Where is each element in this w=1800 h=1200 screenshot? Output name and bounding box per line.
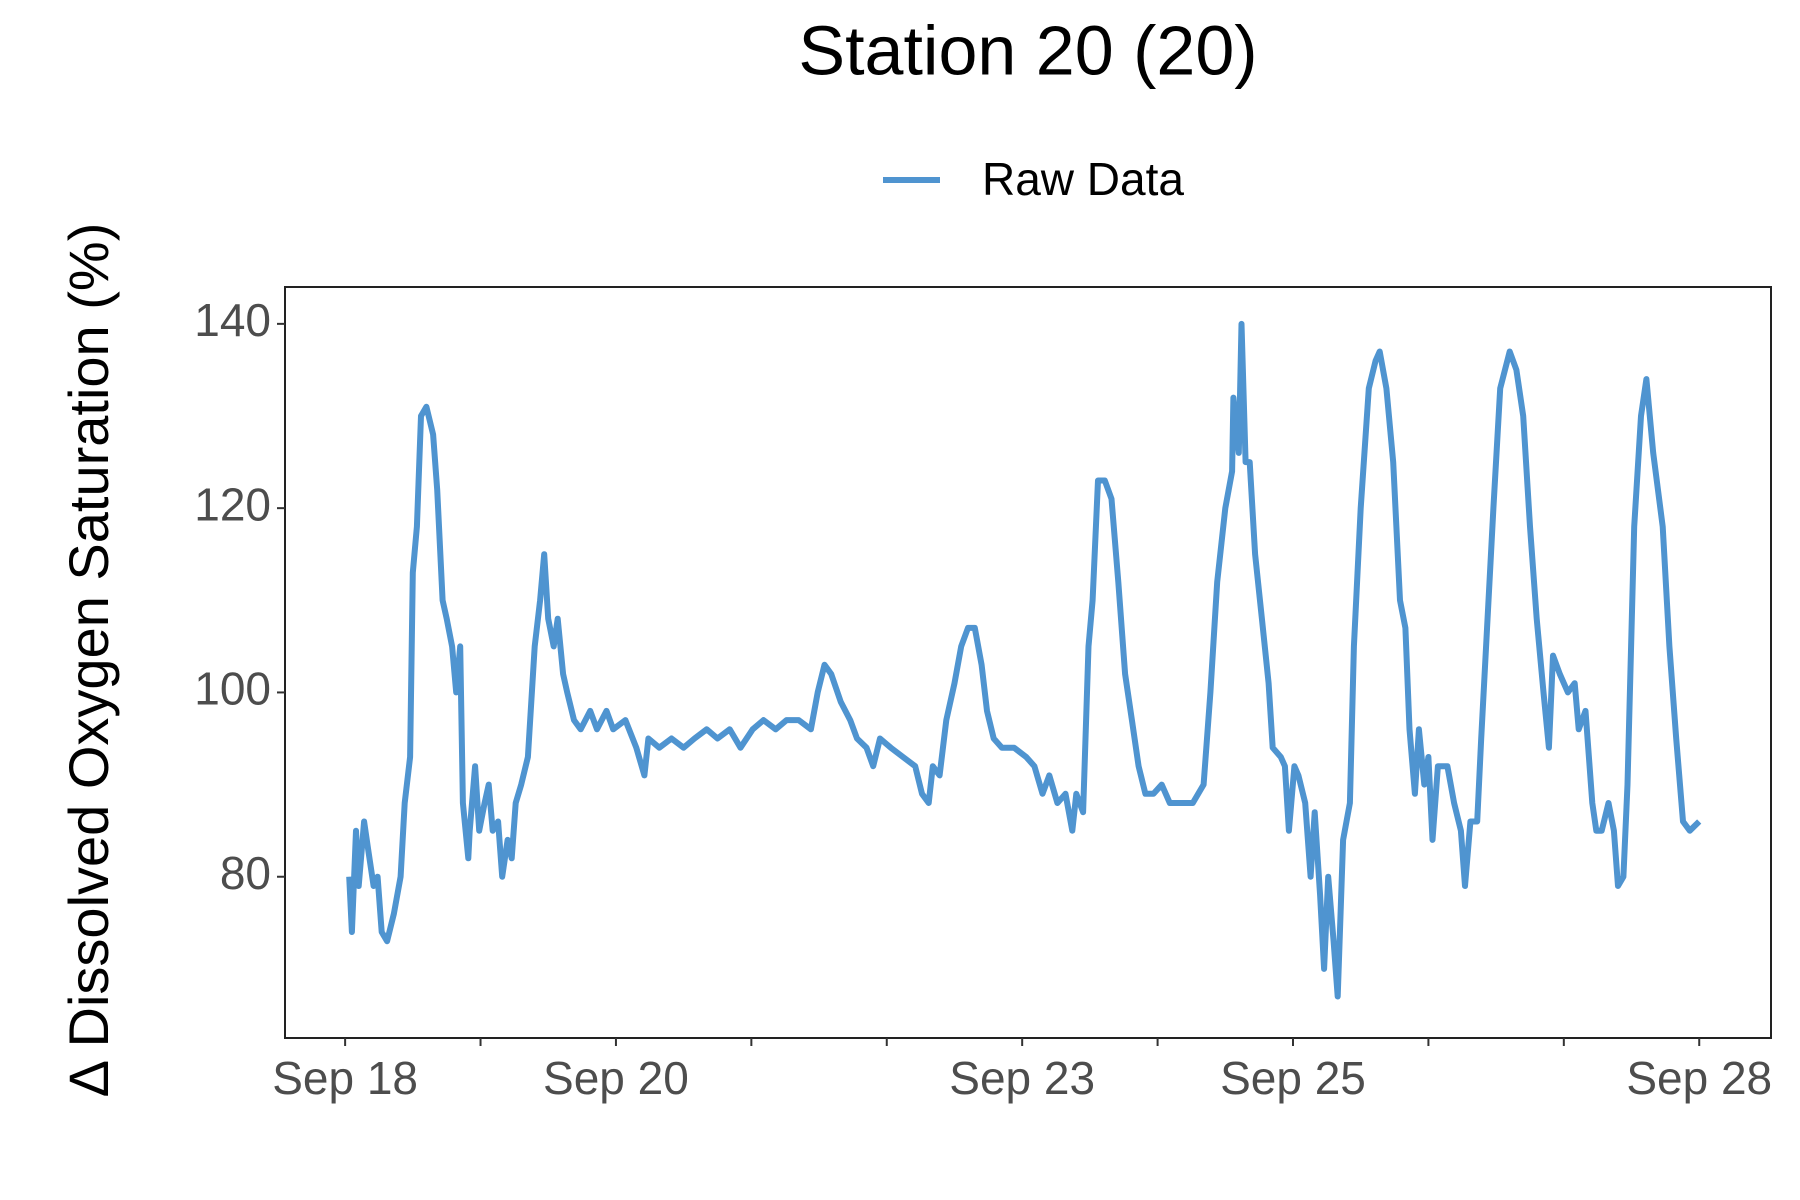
y-tick-label: 80 [220,847,271,899]
data-line [346,320,1702,1000]
y-tick-label: 120 [194,478,271,530]
legend-label: Raw Data [982,153,1184,205]
x-tick-label: Sep 25 [1220,1052,1366,1104]
x-tick-label: Sep 20 [543,1052,689,1104]
x-tick-label: Sep 23 [949,1052,1095,1104]
y-tick-label: 100 [194,663,271,715]
y-axis-label: Δ Dissolved Oxygen Saturation (%) [57,223,120,1098]
chart-title: Station 20 (20) [798,11,1257,89]
x-tick-label: Sep 28 [1626,1052,1772,1104]
x-tick-label: Sep 18 [272,1052,418,1104]
y-tick-label: 140 [194,294,271,346]
plot-frame [284,286,1772,1039]
